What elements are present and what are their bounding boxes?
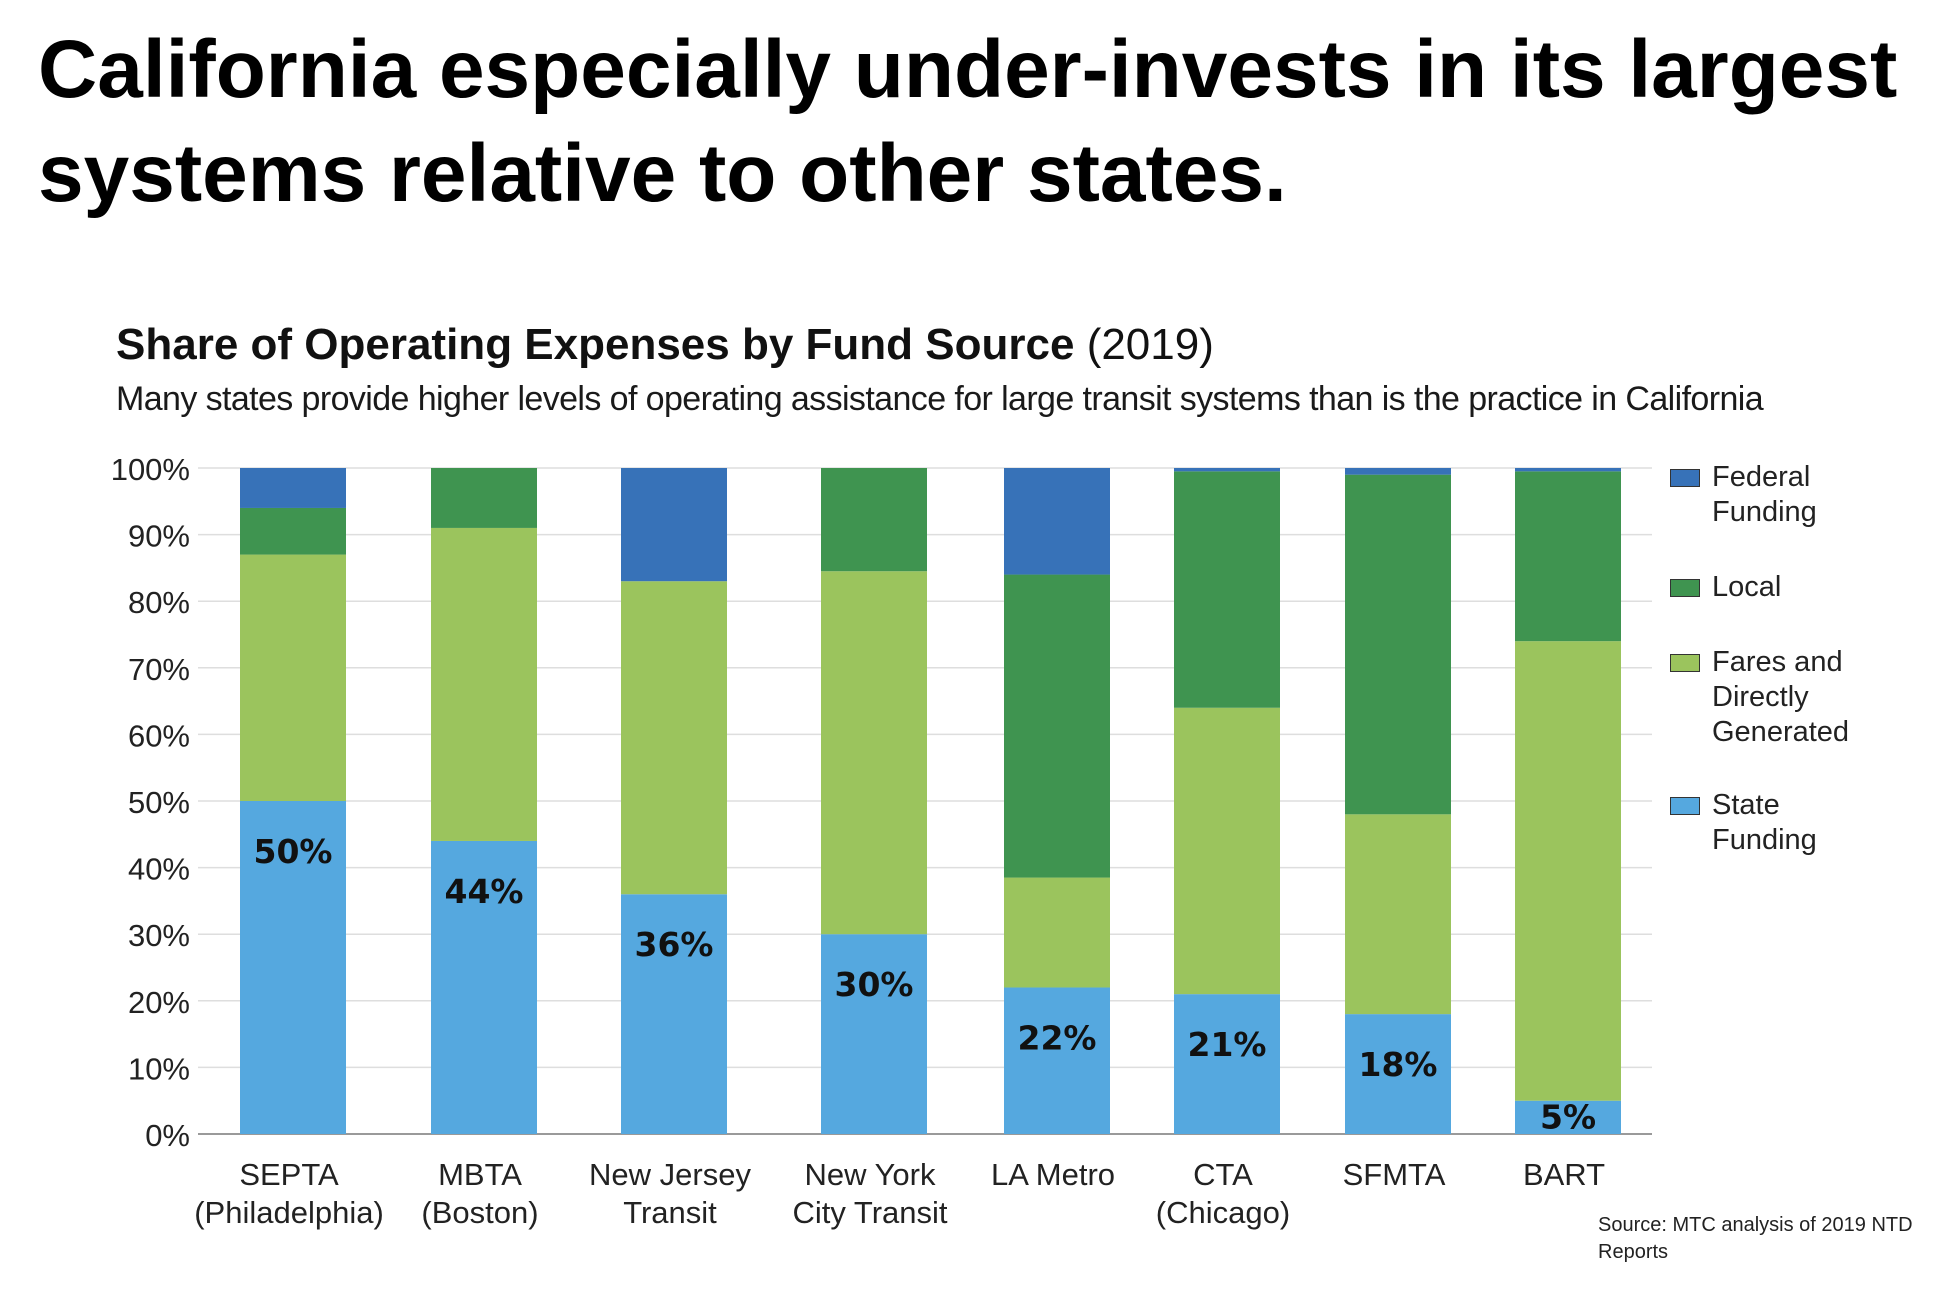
bar-segment-federal-funding [1515,468,1621,472]
x-tick-label: New Jersey [589,1157,751,1192]
legend-swatch [1670,469,1700,487]
bar-segment-local [1345,474,1451,815]
bar-segment-federal-funding [621,468,727,582]
x-tick-label: (Boston) [421,1195,538,1230]
bar-segment-federal-funding [1174,468,1280,472]
legend-item: Local [1670,570,1892,605]
bar-segment-federal-funding [240,468,346,508]
bar-segment-fares-and-directly-generated [1004,877,1110,988]
headline-line-2: systems relative to other states. [38,128,1287,219]
stacked-bar-chart: 0% 10% 20% 30% 40% 50% 60% 70% 80% 90% 100% 50% SEPT… [111,452,1652,1230]
bar-segment-local [821,468,927,572]
legend-label: Fares and Directly Generated [1712,646,1850,748]
chart-subtitle: Many states provide higher levels of ope… [116,380,1764,418]
y-tick-label: 40% [128,852,190,887]
x-tick-label: (Philadelphia) [194,1195,384,1230]
bar-segment-local [240,507,346,555]
y-tick-label: 70% [128,652,190,687]
x-tick-label: BART [1523,1157,1605,1192]
legend-swatch [1670,797,1700,815]
y-tick-label: 50% [128,785,190,820]
x-tick-label: New York [805,1157,936,1192]
legend-item: Fares and Directly Generated [1670,645,1892,750]
bar-segment-fares-and-directly-generated [431,527,537,841]
bar-segment-fares-and-directly-generated [1345,814,1451,1015]
y-tick-label: 10% [128,1051,190,1086]
bar-segment-state-funding [1004,987,1110,1134]
data-label: 36% [635,925,714,964]
legend-item: State Funding [1670,788,1892,858]
bar-segment-fares-and-directly-generated [621,581,727,895]
bar-segment-state-funding [821,934,927,1134]
data-label: 50% [254,832,333,871]
bar-segment-state-funding [240,801,346,1134]
source-note: Source: MTC analysis of 2019 NTD Reports [1598,1214,1913,1263]
y-tick-label: 30% [128,918,190,953]
data-label: 18% [1359,1045,1438,1084]
bar-segment-federal-funding [1345,468,1451,475]
chart-title: Share of Operating Expenses by Fund Sour… [116,320,1214,370]
x-tick-label: MBTA [438,1157,522,1192]
bar-segment-state-funding [1174,994,1280,1134]
bar-segment-fares-and-directly-generated [1515,641,1621,1101]
legend-label: Local [1712,571,1782,603]
data-label: 21% [1188,1025,1267,1064]
bar-segment-state-funding [1345,1014,1451,1134]
headline-line-1: California especially under-invests in i… [38,24,1898,115]
y-tick-label: 100% [111,452,190,487]
bar-segment-state-funding [621,894,727,1134]
bar-segment-local [1004,574,1110,878]
legend-swatch [1670,654,1700,672]
bar-segment-local [431,468,537,528]
bar-segment-local [1174,471,1280,708]
x-tick-label: City Transit [792,1195,947,1230]
chart-title-year: (2019) [1086,320,1214,369]
bar-segment-state-funding [1515,1100,1621,1134]
bar-segment-fares-and-directly-generated [1174,707,1280,995]
x-tick-label: SEPTA [239,1157,339,1192]
headline: California especially under-invests in i… [38,18,1938,226]
x-tick-label: (Chicago) [1156,1195,1290,1230]
data-label: 44% [445,872,524,911]
x-tick-label: Transit [623,1195,717,1230]
x-tick-label: LA Metro [991,1157,1115,1192]
legend-label: State Funding [1712,789,1817,856]
legend-label: Federal Funding [1712,461,1817,528]
y-tick-label: 60% [128,718,190,753]
bar-segment-local [1515,471,1621,642]
y-tick-label: 80% [128,585,190,620]
data-label: 5% [1540,1098,1596,1137]
bar-segment-fares-and-directly-generated [821,571,927,935]
data-label: 22% [1018,1018,1097,1057]
y-tick-label: 90% [128,519,190,554]
bar-segment-state-funding [431,840,537,1134]
legend-swatch [1670,579,1700,597]
y-tick-label: 0% [145,1118,190,1153]
legend-item: Federal Funding [1670,460,1892,530]
bar-segment-fares-and-directly-generated [240,554,346,801]
bar-segment-federal-funding [1004,468,1110,575]
x-tick-label: CTA [1193,1157,1253,1192]
chart-title-main: Share of Operating Expenses by Fund Sour… [116,320,1075,369]
y-tick-label: 20% [128,985,190,1020]
x-tick-label: SFMTA [1343,1157,1446,1192]
data-label: 30% [835,965,914,1004]
